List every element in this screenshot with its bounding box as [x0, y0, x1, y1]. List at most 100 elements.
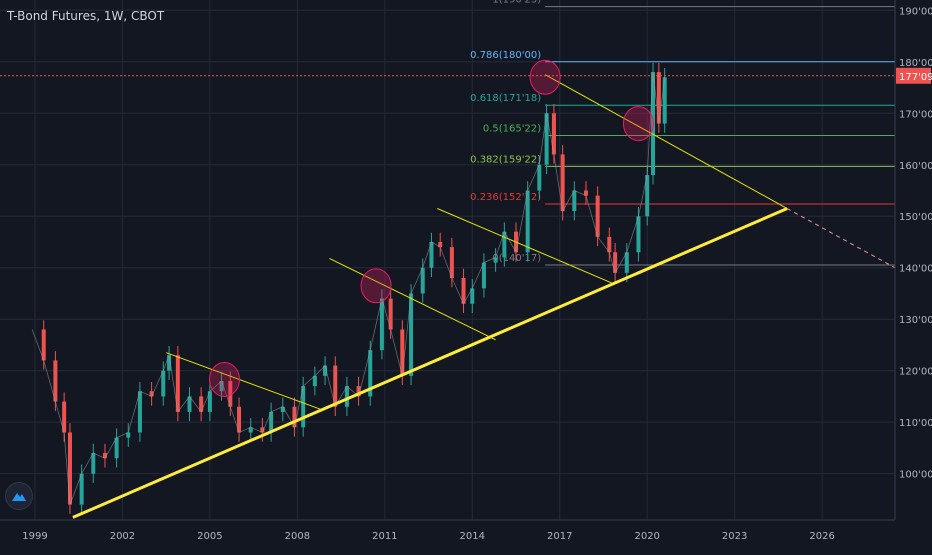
candle-body	[409, 293, 414, 376]
candle-body	[102, 453, 107, 459]
resistance-trendline[interactable]	[437, 208, 613, 284]
fib-level-label: 0(140'17)	[492, 253, 541, 264]
candle-body	[323, 365, 328, 376]
fib-level-label: 0.786(180'00)	[470, 50, 541, 61]
candle-body	[260, 427, 265, 433]
candle-body	[207, 391, 212, 412]
time-tick-label: 2005	[197, 531, 222, 542]
candle-body	[280, 406, 285, 412]
support-trendline[interactable]	[72, 207, 788, 519]
candle-body	[572, 190, 577, 212]
candle-body	[624, 252, 629, 273]
candle-body	[429, 241, 434, 268]
candle-body	[356, 386, 361, 397]
highlight-ellipse[interactable]	[529, 59, 561, 95]
price-tick-label: 190'00	[899, 6, 932, 17]
resistance-trendline[interactable]	[329, 258, 496, 341]
candle-body	[62, 401, 67, 433]
candle-body	[551, 113, 556, 155]
candle-body	[41, 329, 46, 361]
candle-body	[187, 396, 192, 412]
candle-body	[167, 355, 172, 371]
time-tick-label: 2020	[634, 531, 659, 542]
candle-body	[149, 391, 154, 397]
candle-body	[292, 406, 297, 428]
candle-body	[656, 72, 661, 124]
candle-body	[544, 113, 549, 165]
resistance-trendline[interactable]	[544, 74, 788, 209]
candle-body	[269, 411, 274, 433]
candle-body	[379, 298, 384, 351]
mountain-logo-icon	[12, 493, 26, 501]
time-tick-label: 2014	[460, 531, 485, 542]
candle-body	[114, 437, 119, 459]
candles	[41, 62, 667, 514]
time-tick-label: 1999	[22, 531, 47, 542]
price-tick-label: 140'00	[899, 264, 932, 275]
fib-level-label: 0.5(165'22)	[483, 123, 541, 134]
candle-body	[301, 386, 306, 428]
highlight-ellipse[interactable]	[360, 268, 392, 304]
fib-level-label: 0.618(171'18)	[470, 93, 541, 104]
time-tick-label: 2026	[809, 531, 834, 542]
candle-body	[583, 190, 588, 196]
price-tick-label: 130'00	[899, 315, 932, 326]
candle-body	[248, 427, 253, 433]
candle-body	[420, 267, 425, 294]
candle-body	[53, 360, 58, 402]
price-tick-label: 180'00	[899, 58, 932, 69]
candle-body	[368, 350, 373, 397]
candle-body	[175, 355, 180, 412]
candle-body	[481, 262, 486, 289]
candle-body	[613, 252, 618, 273]
current-price-label: 177'09	[899, 72, 932, 83]
trendlines	[72, 74, 896, 519]
candle-body	[312, 375, 317, 387]
time-axis-panel[interactable]	[0, 520, 932, 550]
price-tick-label: 100'00	[899, 470, 932, 481]
candle-body	[461, 278, 466, 304]
time-tick-label: 2008	[285, 531, 310, 542]
candle-body	[470, 288, 475, 304]
price-tick-label: 170'00	[899, 109, 932, 120]
candle-body	[219, 380, 224, 392]
highlight-ellipse[interactable]	[208, 361, 240, 397]
candle-body	[438, 241, 443, 248]
candle-body	[493, 257, 498, 263]
candle-body	[502, 231, 507, 258]
candle-body	[137, 391, 142, 433]
candle-body	[333, 365, 338, 407]
price-tick-label: 160'00	[899, 161, 932, 172]
current-price-badge[interactable]	[896, 67, 931, 84]
time-tick-label: 2011	[372, 531, 397, 542]
resistance-trendline[interactable]	[166, 352, 321, 410]
time-tick-label: 2017	[547, 531, 572, 542]
price-series	[31, 72, 666, 505]
candle-body	[344, 386, 349, 407]
candle-body	[400, 329, 405, 376]
candle-body	[662, 77, 667, 124]
candle-body	[67, 432, 72, 505]
candle-body	[199, 396, 204, 412]
price-line	[31, 72, 666, 505]
candle-body	[449, 247, 454, 279]
candle-body	[161, 370, 166, 397]
price-tick-label: 150'00	[899, 212, 932, 223]
candle-body	[126, 432, 131, 438]
price-axis-panel[interactable]	[895, 0, 932, 550]
candle-body	[388, 298, 393, 330]
highlight-ellipse[interactable]	[622, 106, 654, 142]
logo-badge[interactable]	[5, 482, 33, 510]
candle-body	[645, 175, 650, 217]
fib-level-label: 0.236(152'12)	[470, 192, 541, 203]
price-tick-label: 120'00	[899, 367, 932, 378]
fib-levels: 1(190'23) 0.786(180'00) 0.618(171'18) 0.5(1…	[470, 0, 895, 266]
candle-body	[91, 453, 96, 474]
candle-body	[560, 154, 565, 212]
time-tick-label: 2023	[722, 531, 747, 542]
